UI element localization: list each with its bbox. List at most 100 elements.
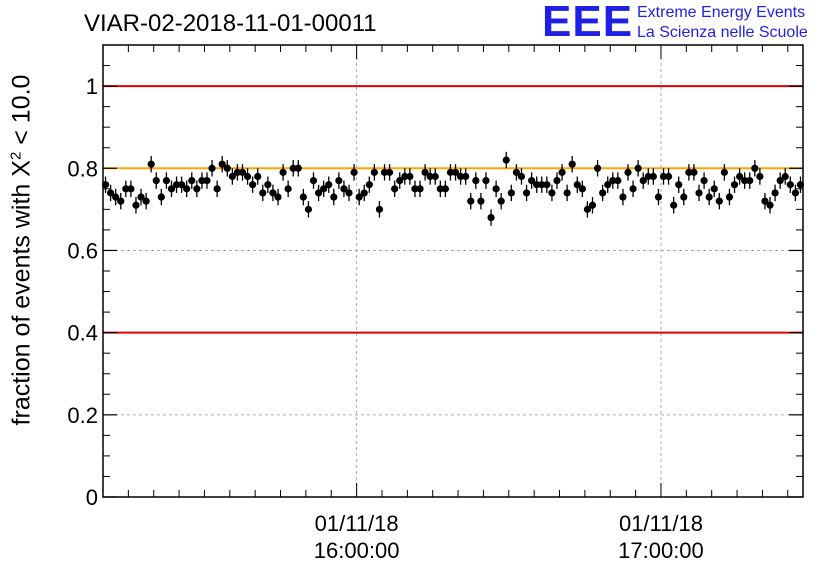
data-point bbox=[720, 168, 728, 176]
data-point bbox=[730, 181, 739, 189]
data-point bbox=[751, 164, 759, 172]
data-point bbox=[117, 197, 125, 205]
data-point bbox=[193, 185, 201, 193]
data-point bbox=[705, 193, 713, 201]
data-point bbox=[218, 160, 226, 168]
data-point bbox=[436, 185, 444, 193]
data-point bbox=[583, 205, 592, 213]
data-point bbox=[401, 172, 409, 181]
data-point bbox=[588, 201, 597, 209]
data-point bbox=[604, 181, 612, 189]
data-point bbox=[172, 181, 181, 189]
data-point bbox=[396, 177, 404, 185]
x-tick-label-time: 17:00:00 bbox=[618, 538, 704, 563]
grid-lines bbox=[103, 45, 803, 497]
data-point bbox=[568, 160, 576, 168]
data-point bbox=[543, 181, 551, 189]
data-point bbox=[254, 172, 262, 181]
data-point bbox=[198, 177, 206, 185]
data-point bbox=[269, 189, 277, 197]
data-point bbox=[492, 185, 500, 193]
data-point bbox=[548, 189, 556, 197]
y-tick-label: 0.2 bbox=[67, 403, 98, 428]
data-point bbox=[685, 168, 693, 176]
data-point bbox=[238, 168, 247, 176]
data-point bbox=[284, 185, 292, 193]
data-point bbox=[624, 168, 632, 176]
data-point bbox=[664, 172, 673, 181]
data-point bbox=[157, 193, 165, 201]
data-point bbox=[670, 201, 678, 209]
data-point bbox=[243, 172, 252, 181]
data-point bbox=[639, 177, 647, 185]
data-point bbox=[249, 181, 257, 189]
data-point bbox=[188, 177, 196, 185]
data-point bbox=[593, 164, 602, 172]
data-point bbox=[756, 172, 764, 181]
data-point bbox=[380, 168, 389, 176]
data-point bbox=[517, 172, 526, 181]
data-point bbox=[451, 168, 460, 176]
data-point bbox=[365, 181, 373, 189]
data-point bbox=[538, 181, 546, 189]
data-point bbox=[213, 185, 221, 193]
data-point bbox=[766, 201, 774, 209]
data-point bbox=[695, 189, 703, 197]
y-axis-label-suffix: < 10.0 bbox=[7, 74, 36, 152]
data-point bbox=[279, 168, 287, 176]
reference-lines bbox=[103, 85, 803, 334]
data-point bbox=[614, 177, 622, 185]
data-point bbox=[259, 189, 267, 197]
data-point bbox=[107, 189, 115, 197]
data-point bbox=[299, 193, 307, 201]
data-point bbox=[360, 189, 368, 197]
data-point bbox=[178, 181, 186, 189]
data-point bbox=[167, 185, 176, 193]
x-tick-label-time: 16:00:00 bbox=[314, 538, 400, 563]
data-point bbox=[477, 197, 485, 205]
data-point bbox=[385, 168, 394, 176]
data-point bbox=[122, 185, 130, 193]
data-point bbox=[309, 177, 318, 185]
data-point bbox=[791, 189, 799, 197]
data-point bbox=[573, 181, 581, 189]
data-point bbox=[223, 164, 231, 172]
data-point bbox=[487, 213, 495, 222]
x-tick-label-date: 01/11/18 bbox=[315, 511, 399, 536]
data-point bbox=[132, 201, 140, 209]
data-point bbox=[294, 164, 302, 172]
data-point bbox=[563, 189, 571, 197]
data-point bbox=[497, 197, 505, 205]
data-point bbox=[578, 185, 586, 193]
data-point bbox=[137, 193, 145, 201]
y-axis: 0 0.2 0.4 0.6 0.8 1 bbox=[67, 44, 803, 510]
data-point bbox=[446, 168, 455, 176]
data-point bbox=[457, 172, 465, 181]
data-point bbox=[507, 189, 515, 197]
data-point bbox=[533, 181, 541, 189]
data-point bbox=[771, 189, 779, 197]
data-point bbox=[203, 177, 211, 185]
data-point bbox=[426, 172, 434, 181]
data-point bbox=[330, 193, 338, 201]
data-point bbox=[441, 185, 449, 193]
logo-line-1: Extreme Energy Events bbox=[637, 4, 806, 21]
data-point bbox=[649, 172, 657, 181]
data-point bbox=[467, 197, 475, 205]
data-point bbox=[112, 193, 120, 201]
data-point bbox=[411, 185, 419, 193]
x-tick-label-date: 01/11/18 bbox=[619, 511, 703, 536]
data-point bbox=[233, 168, 242, 176]
data-point bbox=[482, 177, 490, 185]
data-point bbox=[619, 193, 627, 201]
data-point bbox=[553, 177, 561, 185]
y-axis-label-superscript: 2 bbox=[7, 151, 25, 161]
data-point bbox=[715, 197, 723, 205]
data-point bbox=[675, 181, 683, 189]
data-point bbox=[528, 177, 536, 185]
data-point bbox=[304, 205, 313, 213]
data-point bbox=[710, 185, 718, 193]
data-point bbox=[340, 185, 348, 193]
data-point bbox=[634, 164, 642, 172]
